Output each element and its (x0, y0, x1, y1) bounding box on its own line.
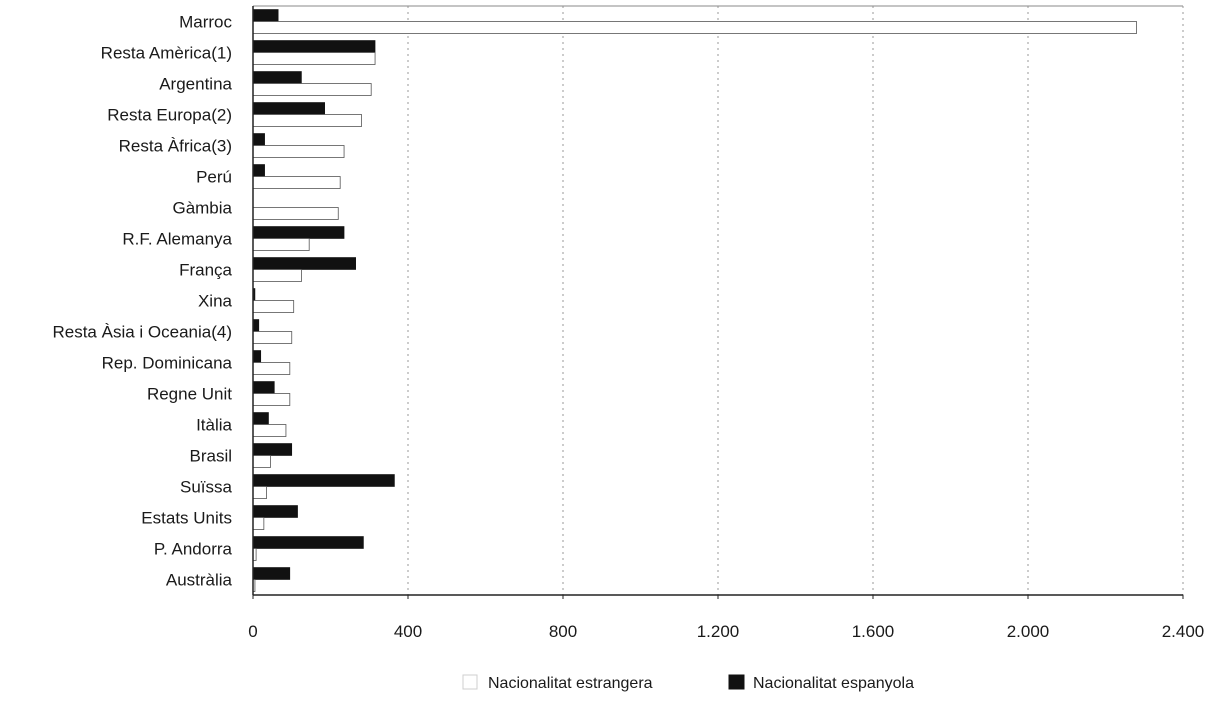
legend-label-nacionalitat-estrangera: Nacionalitat estrangera (488, 675, 653, 692)
legend-label-nacionalitat-espanyola: Nacionalitat espanyola (753, 675, 914, 692)
x-tick-label: 2.000 (1007, 622, 1050, 641)
bar-nacionalitat-espanyola (252, 71, 302, 84)
gridlines (253, 5, 1184, 595)
x-tick-label: 800 (549, 622, 577, 641)
bar-nacionalitat-estrangera (252, 207, 339, 220)
category-label: Resta Amèrica(1) (101, 44, 232, 63)
bar-nacionalitat-espanyola (252, 319, 260, 332)
bar-nacionalitat-estrangera (252, 362, 291, 375)
category-label: Argentina (159, 75, 232, 94)
category-label: Rep. Dominicana (102, 354, 233, 373)
legend-swatch-nacionalitat-espanyola (728, 674, 745, 690)
bar-nacionalitat-estrangera (252, 486, 267, 499)
bar-nacionalitat-estrangera (252, 145, 345, 158)
bar-nacionalitat-estrangera (252, 114, 362, 127)
category-label: Gàmbia (172, 199, 232, 218)
bar-nacionalitat-estrangera (252, 331, 293, 344)
category-label: França (179, 261, 232, 280)
x-tick-label: 0 (248, 622, 257, 641)
bar-nacionalitat-espanyola (252, 102, 325, 115)
axes (252, 6, 1184, 599)
bar-nacionalitat-espanyola (252, 40, 376, 53)
category-label: Austràlia (166, 571, 233, 590)
bar-nacionalitat-estrangera (252, 21, 1137, 34)
x-tick-label: 1.200 (697, 622, 740, 641)
bar-nacionalitat-espanyola (252, 226, 345, 239)
category-label: Suïssa (180, 478, 233, 497)
bar-nacionalitat-estrangera (252, 424, 287, 437)
category-labels: Marroc Resta Amèrica(1) Argentina Resta Eur… (52, 13, 232, 590)
x-tick-label: 400 (394, 622, 422, 641)
category-label: Resta Europa(2) (107, 106, 232, 125)
x-tick-label: 2.400 (1162, 622, 1205, 641)
bar-nacionalitat-estrangera (252, 455, 271, 468)
bar-nacionalitat-espanyola (252, 536, 364, 549)
category-label: Regne Unit (147, 385, 232, 404)
bar-nacionalitat-espanyola (252, 567, 291, 580)
bar-nacionalitat-estrangera (252, 517, 265, 530)
x-tick-label: 1.600 (852, 622, 895, 641)
bar-nacionalitat-espanyola (252, 443, 293, 456)
bar-nacionalitat-estrangera (252, 269, 302, 282)
category-label: Xina (198, 292, 233, 311)
bar-nacionalitat-espanyola (252, 257, 356, 270)
category-label: Resta Àsia i Oceania(4) (52, 323, 232, 342)
legend: Nacionalitat estrangera Nacionalitat espa… (462, 674, 914, 692)
bar-nacionalitat-espanyola (252, 505, 298, 518)
category-label: Brasil (189, 447, 232, 466)
category-label: R.F. Alemanya (122, 230, 232, 249)
bar-nacionalitat-estrangera (252, 83, 372, 96)
category-label: Marroc (179, 13, 232, 32)
bar-nacionalitat-espanyola (252, 350, 262, 363)
category-label: Itàlia (196, 416, 232, 435)
bar-nacionalitat-espanyola (252, 381, 275, 394)
bar-nacionalitat-espanyola (252, 9, 279, 22)
bar-nacionalitat-estrangera (252, 393, 291, 406)
bar-nacionalitat-espanyola (252, 164, 265, 177)
bar-nacionalitat-estrangera (252, 176, 341, 189)
category-label: P. Andorra (154, 540, 233, 559)
bar-nacionalitat-espanyola (252, 412, 269, 425)
category-label: Estats Units (141, 509, 232, 528)
bars (252, 9, 1137, 592)
category-label: Resta Àfrica(3) (119, 137, 232, 156)
x-tick-labels: 0 400 800 1.200 1.600 2.000 2.400 (248, 622, 1204, 641)
category-label: Perú (196, 168, 232, 187)
bar-nacionalitat-estrangera (252, 300, 295, 313)
legend-swatch-nacionalitat-estrangera (462, 674, 478, 690)
bar-nacionalitat-espanyola (252, 133, 265, 146)
bar-nacionalitat-espanyola (252, 474, 395, 487)
bar-nacionalitat-estrangera (252, 238, 310, 251)
bar-nacionalitat-estrangera (252, 52, 376, 65)
